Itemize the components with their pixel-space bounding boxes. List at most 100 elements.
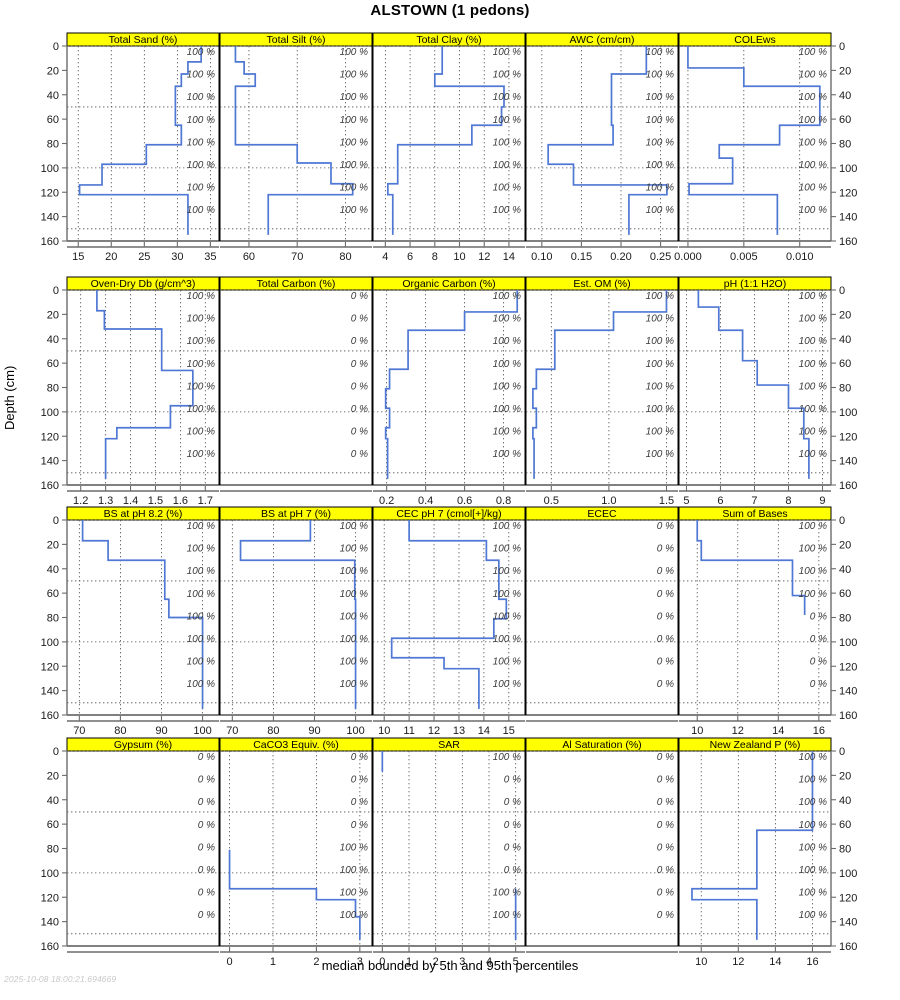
series-line (547, 46, 668, 235)
depth-tick-label: 140 (41, 212, 59, 224)
panel-title: Sum of Bases (722, 508, 787, 520)
percent-annotation: 100 % (799, 589, 827, 600)
percent-annotation: 100 % (187, 359, 215, 370)
percent-annotation: 0 % (810, 611, 827, 622)
depth-axis-right: 0 20 40 60 80 100 120 140 160 (830, 41, 857, 248)
x-axis-tick-label: 1.0 (601, 495, 616, 507)
x-axis-tick-label: 14 (772, 725, 784, 737)
percent-annotation: 100 % (493, 381, 521, 392)
panel-title: Est. OM (%) (573, 278, 630, 290)
percent-annotation: 100 % (493, 752, 521, 763)
x-axis-tick-label: 0.10 (531, 251, 552, 263)
series-line (381, 751, 517, 940)
x-axis-tick-label: 70 (291, 251, 303, 263)
x-axis-tick-label: 10 (378, 725, 390, 737)
depth-tick-label: 20 (839, 539, 851, 551)
x-axis-tick-label: 0 (379, 956, 385, 968)
percent-annotation: 0 % (351, 797, 368, 808)
percent-annotation: 100 % (646, 92, 674, 103)
panel-title: CaCO3 Equiv. (%) (253, 739, 339, 751)
percent-annotation: 100 % (646, 427, 674, 438)
percent-annotation: 0 % (657, 910, 674, 921)
depth-tick-label: 40 (839, 564, 851, 576)
depth-tick-label: 160 (839, 710, 857, 722)
series-line (234, 46, 354, 235)
percent-annotation: 0 % (351, 427, 368, 438)
x-axis-tick-label: 0.5 (544, 495, 559, 507)
depth-tick-label: 60 (47, 114, 59, 126)
x-axis-tick-label: 14 (769, 956, 781, 968)
depth-tick-label: 20 (47, 309, 59, 321)
x-axis-tick-label: 25 (138, 251, 150, 263)
series-line (78, 46, 203, 235)
depth-tick-label: 80 (47, 844, 59, 856)
series-line (228, 849, 361, 940)
depth-tick-label: 160 (41, 236, 59, 248)
x-axis-tick-label: 1.2 (73, 495, 88, 507)
chart-panel: CaCO3 Equiv. (%)0 %0 %0 %0 %100 %100 %10… (219, 737, 373, 968)
percent-annotation: 100 % (799, 842, 827, 853)
depth-axis-left: 0 20 40 60 80 100 120 140 160 (41, 285, 68, 492)
depth-tick-label: 140 (41, 456, 59, 468)
percent-annotation: 0 % (351, 336, 368, 347)
depth-tick-label: 0 (839, 746, 845, 758)
x-axis-tick-label: 9 (819, 495, 825, 507)
percent-annotation: 0 % (198, 775, 215, 786)
depth-tick-label: 160 (41, 480, 59, 492)
percent-annotation: 100 % (799, 92, 827, 103)
percent-annotation: 100 % (187, 336, 215, 347)
depth-tick-label: 0 (839, 285, 845, 297)
panel-title: pH (1:1 H2O) (724, 278, 786, 290)
x-axis-tick-label: 5 (513, 956, 519, 968)
percent-annotation: 100 % (493, 888, 521, 899)
panel-title: Gypsum (%) (114, 739, 172, 751)
x-axis-tick-label: 12 (732, 725, 744, 737)
percent-annotation: 0 % (198, 820, 215, 831)
depth-tick-label: 120 (41, 892, 59, 904)
x-axis-tick-label: 12 (428, 725, 440, 737)
percent-annotation: 100 % (493, 544, 521, 555)
percent-annotation: 0 % (810, 657, 827, 668)
series-line (691, 751, 814, 940)
depth-tick-label: 60 (47, 358, 59, 370)
series-line (390, 520, 508, 709)
percent-annotation: 0 % (351, 775, 368, 786)
percent-annotation: 0 % (657, 888, 674, 899)
x-axis-tick-label: 0.000 (674, 251, 702, 263)
percent-annotation: 0 % (351, 314, 368, 325)
x-axis-tick-label: 80 (339, 251, 351, 263)
percent-annotation: 100 % (493, 589, 521, 600)
x-axis-tick-label: 1 (270, 956, 276, 968)
percent-annotation: 100 % (493, 521, 521, 532)
percent-annotation: 100 % (340, 888, 368, 899)
chart-panel: Total Silt (%) 100 % 100 % 100 % 100 % 100 % 1… (219, 32, 373, 263)
percent-annotation: 0 % (351, 404, 368, 415)
percent-annotation: 0 % (504, 865, 521, 876)
chart-panel: AWC (cm/cm) 100 % 100 % 100 % 100 % 100 % 100 … (525, 32, 679, 263)
x-axis-tick-label: 6 (717, 495, 723, 507)
series-line (96, 290, 194, 479)
depth-tick-label: 160 (41, 710, 59, 722)
x-axis-tick-label: 100 (193, 725, 211, 737)
x-axis-tick-label: 8 (785, 495, 791, 507)
x-axis-tick-label: 7 (751, 495, 757, 507)
percent-annotation: 0 % (657, 566, 674, 577)
percent-annotation: 100 % (493, 449, 521, 460)
depth-tick-label: 120 (41, 187, 59, 199)
chart-panel: COLEws 100 % 100 % 100 % 100 % 100 % 100 % 100 … (674, 32, 832, 263)
x-axis-tick-label: 0.2 (379, 495, 394, 507)
percent-annotation: 100 % (340, 70, 368, 81)
percent-annotation: 100 % (493, 427, 521, 438)
percent-annotation: 100 % (493, 679, 521, 690)
depth-tick-label: 160 (41, 941, 59, 953)
percent-annotation: 0 % (198, 842, 215, 853)
percent-annotation: 100 % (340, 92, 368, 103)
percent-annotation: 100 % (799, 775, 827, 786)
percent-annotation: 100 % (799, 205, 827, 216)
depth-tick-label: 160 (839, 480, 857, 492)
depth-tick-label: 60 (47, 819, 59, 831)
panel-title: Total Clay (%) (416, 34, 481, 46)
percent-annotation: 100 % (340, 634, 368, 645)
percent-annotation: 100 % (187, 160, 215, 171)
